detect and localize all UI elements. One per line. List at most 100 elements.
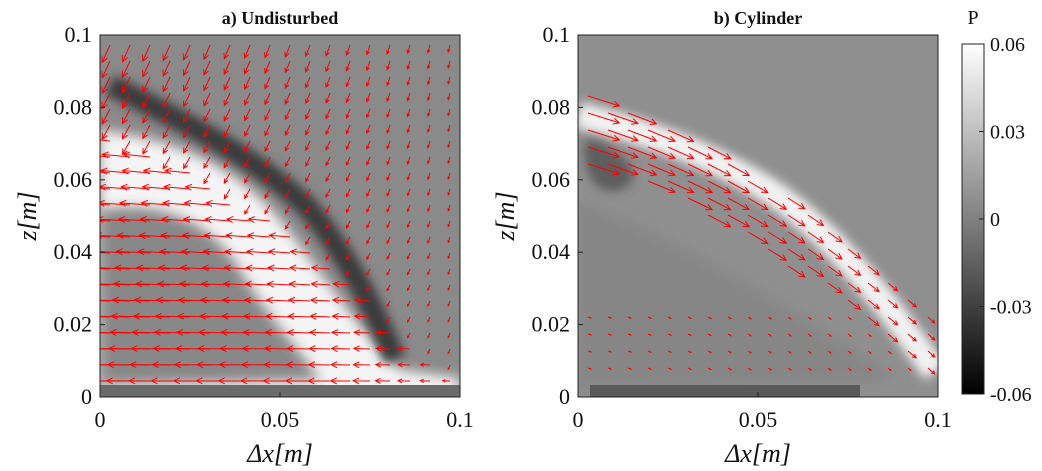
vector-arrow bbox=[267, 264, 291, 272]
vector-arrow bbox=[284, 108, 291, 121]
vector-arrow bbox=[244, 156, 251, 169]
vector-arrow bbox=[787, 231, 806, 244]
vector-arrow bbox=[264, 329, 291, 336]
vector-arrow bbox=[406, 140, 411, 150]
vector-arrow bbox=[182, 76, 191, 92]
vector-arrow bbox=[264, 188, 271, 199]
vector-arrow bbox=[325, 124, 331, 136]
vector-arrow bbox=[887, 282, 899, 292]
vector-arrow bbox=[587, 112, 621, 125]
vector-arrow bbox=[386, 44, 391, 55]
vector-arrow bbox=[162, 108, 171, 124]
vector-arrow bbox=[887, 367, 892, 372]
vector-arrow bbox=[447, 300, 451, 307]
colorbar-tick-label: -0.03 bbox=[990, 297, 1032, 319]
vector-arrow bbox=[647, 180, 676, 194]
panel-a-axes: 0 0.05 0.1 0 0.02 0.04 0.06 0.08 0.1 bbox=[54, 22, 474, 432]
vector-arrow bbox=[386, 316, 391, 324]
vector-arrow bbox=[114, 264, 151, 272]
panel-b-dark-patch bbox=[584, 139, 634, 191]
vector-arrow bbox=[100, 267, 131, 270]
vector-arrow bbox=[142, 108, 151, 124]
vector-arrow bbox=[162, 140, 171, 155]
vector-arrow bbox=[132, 312, 171, 320]
vector-arrow bbox=[727, 333, 732, 337]
y-tick-label: 0 bbox=[559, 384, 570, 409]
vector-arrow bbox=[667, 367, 673, 370]
vector-arrow bbox=[587, 146, 621, 159]
vector-arrow bbox=[787, 367, 792, 371]
panel-b-ylabel: z[m] bbox=[491, 191, 520, 241]
vector-arrow bbox=[101, 60, 111, 79]
vector-arrow bbox=[427, 316, 431, 323]
vector-arrow bbox=[265, 312, 291, 320]
vector-arrow bbox=[122, 108, 131, 125]
vector-arrow bbox=[182, 92, 191, 108]
vector-arrow bbox=[223, 44, 231, 60]
vector-arrow bbox=[223, 60, 231, 76]
vector-arrow bbox=[386, 252, 391, 260]
vector-arrow bbox=[687, 197, 714, 211]
vector-arrow bbox=[707, 214, 732, 228]
vector-arrow bbox=[447, 316, 451, 323]
vector-arrow bbox=[222, 280, 251, 288]
vector-arrow bbox=[330, 329, 351, 336]
vector-arrow bbox=[447, 60, 451, 69]
vector-arrow bbox=[247, 216, 271, 224]
vector-arrow bbox=[406, 236, 411, 244]
vector-arrow bbox=[284, 377, 311, 385]
vector-arrow bbox=[427, 172, 431, 181]
vector-arrow bbox=[847, 265, 862, 277]
panel-a-ylabel: z[m] bbox=[13, 191, 42, 241]
colorbar-tick-label: 0.03 bbox=[990, 122, 1025, 144]
vector-arrow bbox=[365, 92, 371, 103]
vector-arrow bbox=[707, 333, 712, 337]
vector-arrow bbox=[847, 248, 862, 260]
vector-arrow bbox=[627, 163, 658, 177]
vector-arrow bbox=[827, 350, 832, 354]
vector-arrow bbox=[101, 108, 111, 125]
vector-arrow bbox=[284, 44, 291, 58]
vector-arrow bbox=[366, 284, 371, 292]
vector-arrow bbox=[426, 60, 431, 70]
vector-arrow bbox=[178, 280, 211, 288]
vector-arrow bbox=[203, 140, 211, 154]
vector-arrow bbox=[121, 167, 151, 175]
vector-arrow bbox=[284, 156, 291, 168]
vector-arrow bbox=[264, 204, 271, 215]
vector-arrow bbox=[284, 124, 291, 137]
vector-arrow bbox=[101, 151, 131, 159]
vector-arrow bbox=[847, 316, 852, 320]
vector-arrow bbox=[305, 172, 311, 183]
vector-arrow bbox=[265, 296, 291, 304]
y-tick-label: 0.02 bbox=[532, 312, 571, 337]
vector-arrow bbox=[807, 248, 825, 261]
vector-arrow bbox=[767, 231, 788, 244]
vector-arrow bbox=[427, 268, 431, 276]
vector-arrow bbox=[427, 188, 431, 197]
vector-arrow bbox=[329, 377, 351, 385]
vector-arrow bbox=[587, 163, 621, 176]
vector-arrow bbox=[121, 60, 131, 79]
vector-arrow bbox=[100, 248, 131, 256]
vector-arrow bbox=[203, 108, 211, 123]
vector-arrow bbox=[447, 108, 451, 117]
vector-arrow bbox=[202, 248, 231, 256]
panel-a-title: a) Undisturbed bbox=[222, 8, 339, 29]
vector-arrow bbox=[142, 140, 151, 155]
vector-arrow bbox=[386, 124, 391, 134]
vector-arrow bbox=[284, 92, 291, 105]
vector-arrow bbox=[352, 361, 371, 369]
vector-arrow bbox=[447, 188, 451, 196]
vector-arrow bbox=[345, 44, 351, 57]
vector-arrow bbox=[345, 172, 351, 182]
panel-b-vector-field bbox=[587, 95, 936, 375]
vector-arrow bbox=[304, 44, 311, 58]
vector-arrow bbox=[203, 60, 211, 76]
vector-arrow bbox=[386, 108, 391, 119]
vector-arrow bbox=[223, 124, 231, 138]
panel-b-title: b) Cylinder bbox=[714, 8, 803, 29]
vector-arrow bbox=[100, 284, 111, 286]
vector-arrow bbox=[142, 124, 151, 140]
